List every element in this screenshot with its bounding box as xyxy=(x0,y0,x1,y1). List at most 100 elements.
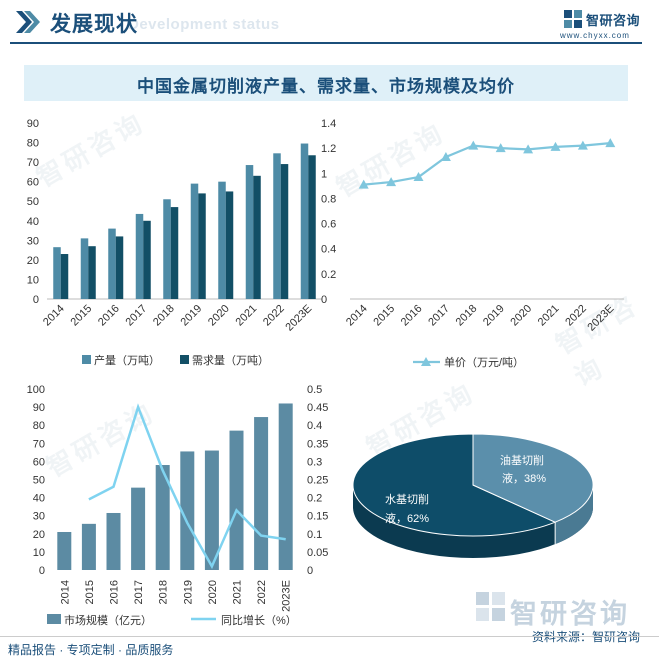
y-tick-label: 20 xyxy=(27,255,39,267)
chart-title-band xyxy=(24,65,628,101)
chart-title: 中国金属切削液产量、需求量、市场规模及均价 xyxy=(137,77,515,96)
y-tick-label: 60 xyxy=(33,456,45,468)
y-tick-label: 1.2 xyxy=(321,143,336,155)
x-tick-label: 2015 xyxy=(69,303,95,329)
legend-label-demand: 需求量（万吨） xyxy=(192,354,269,367)
bar-demand xyxy=(88,246,96,299)
x-tick-label: 2022 xyxy=(256,580,268,604)
y-tick-label: 50 xyxy=(27,196,39,208)
x-tick-label: 2021 xyxy=(232,580,244,604)
bar-demand xyxy=(253,175,261,299)
legend-swatch-demand xyxy=(180,355,189,364)
watermark-logo-icon xyxy=(476,592,505,621)
y-tick-label: 0.6 xyxy=(321,219,336,231)
bar-demand xyxy=(280,164,289,299)
bar-production xyxy=(135,213,144,299)
bar-market-size xyxy=(57,531,72,570)
x-tick-label: 2017 xyxy=(426,303,452,329)
y-tick-label: 0.2 xyxy=(321,269,336,281)
y2-tick-label: 0.25 xyxy=(307,475,328,487)
legend-label-production: 产量（万吨） xyxy=(94,353,160,367)
bar-production xyxy=(245,165,254,299)
y-tick-label: 0.4 xyxy=(321,244,336,256)
bar-market-size xyxy=(254,417,269,570)
bar-market-size xyxy=(106,512,121,570)
y2-tick-label: 0 xyxy=(307,565,313,577)
x-tick-label: 2023E xyxy=(585,303,616,334)
pie-slice-oil xyxy=(472,433,594,523)
x-tick-label: 2018 xyxy=(158,580,170,604)
legend-label-price: 单价（万元/吨） xyxy=(444,356,524,369)
y-tick-label: 80 xyxy=(33,420,45,432)
price-point xyxy=(577,140,588,150)
x-tick-label: 2016 xyxy=(399,303,425,329)
y-tick-label: 40 xyxy=(33,493,45,505)
y2-tick-label: 0.2 xyxy=(307,493,322,505)
bar-production xyxy=(108,228,116,299)
pie-label-oil-line2: 液，38% xyxy=(502,471,546,485)
bar-production xyxy=(273,153,281,299)
brand-logo-icon xyxy=(564,10,582,28)
y-tick-label: 80 xyxy=(27,138,39,150)
x-tick-label: 2023E xyxy=(281,580,293,612)
price-point xyxy=(413,172,424,182)
header-subtitle: Development status xyxy=(128,16,280,33)
bar-market-size xyxy=(155,465,170,570)
bar-market-size xyxy=(81,523,96,570)
y-tick-label: 10 xyxy=(27,274,39,286)
bar-demand xyxy=(115,236,124,299)
bar-market-size xyxy=(180,451,195,570)
y2-tick-label: 0.1 xyxy=(307,529,322,541)
legend-marker-price xyxy=(421,357,431,366)
x-tick-label: 2017 xyxy=(133,580,145,604)
x-tick-label: 2020 xyxy=(206,303,232,329)
y-tick-label: 50 xyxy=(33,475,45,487)
y-tick-label: 20 xyxy=(33,529,45,541)
legend-swatch-market-size xyxy=(47,614,61,624)
x-tick-label: 2020 xyxy=(207,580,219,604)
price-point xyxy=(495,143,506,153)
bar-production xyxy=(80,238,89,299)
price-point xyxy=(440,151,451,161)
price-point xyxy=(468,140,479,150)
x-tick-label: 2018 xyxy=(151,303,177,329)
bar-production xyxy=(190,183,199,299)
x-tick-label: 2015 xyxy=(371,303,397,329)
price-line xyxy=(363,142,611,186)
x-tick-label: 2020 xyxy=(508,303,534,329)
y-tick-label: 0 xyxy=(39,565,45,577)
x-tick-label: 2023E xyxy=(283,303,314,334)
y-tick-label: 90 xyxy=(27,118,39,130)
x-tick-label: 2015 xyxy=(84,580,96,604)
x-tick-label: 2021 xyxy=(536,303,562,329)
x-tick-label: 2016 xyxy=(96,303,122,329)
growth-line xyxy=(88,403,286,570)
bar-demand xyxy=(60,254,69,299)
y2-tick-label: 0.45 xyxy=(307,402,328,414)
price-point xyxy=(523,144,534,154)
pie-slice-water xyxy=(352,433,557,537)
watermark-brand: 智研咨询 xyxy=(510,599,630,629)
price-point xyxy=(358,179,369,189)
bar-market-size xyxy=(204,450,219,570)
y-tick-label: 30 xyxy=(27,235,39,247)
y-tick-label: 30 xyxy=(33,511,45,523)
x-tick-label: 2018 xyxy=(454,303,480,329)
footer-divider xyxy=(0,636,659,637)
source-note: 资料来源：智研咨询 xyxy=(532,630,641,644)
x-tick-label: 2017 xyxy=(124,303,150,329)
y2-tick-label: 0.3 xyxy=(307,456,322,468)
pie-side-water xyxy=(353,485,593,558)
y-tick-label: 0 xyxy=(321,294,327,306)
bar-demand xyxy=(308,155,316,299)
y2-tick-label: 0.05 xyxy=(307,547,328,559)
brand-url: www.chyxx.com xyxy=(560,31,630,40)
pie-side-oil xyxy=(555,485,593,545)
y-tick-label: 1.4 xyxy=(321,118,336,130)
x-tick-label: 2019 xyxy=(182,580,194,604)
pie-label-oil-line1: 油基切削 xyxy=(500,453,544,467)
bar-demand xyxy=(225,191,234,299)
y2-tick-label: 0.4 xyxy=(307,420,322,432)
price-point xyxy=(386,177,397,187)
